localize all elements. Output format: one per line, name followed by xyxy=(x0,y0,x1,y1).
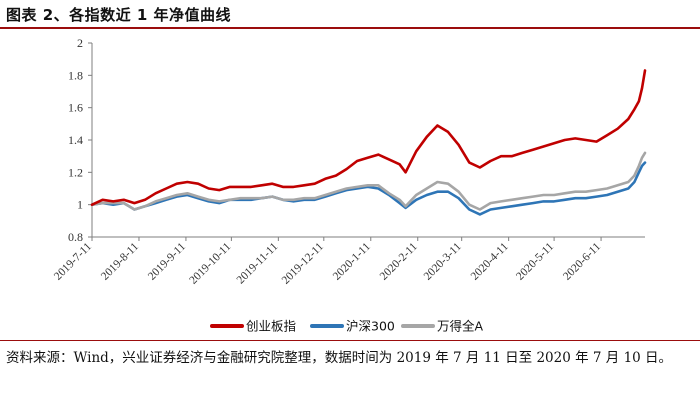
x-tick-label: 2020-1-11 xyxy=(331,240,373,282)
x-tick-label: 2020-6-11 xyxy=(561,240,603,282)
legend-label: 万得全A xyxy=(437,319,484,334)
legend-label: 创业板指 xyxy=(246,319,296,334)
figure-title: 图表 2、各指数近 1 年净值曲线 xyxy=(6,6,232,24)
legend: 创业板指 沪深300 万得全A xyxy=(210,319,484,334)
series-lines xyxy=(90,69,647,216)
y-tick-label: 1.2 xyxy=(68,165,83,179)
x-tick-label: 2020-3-11 xyxy=(422,240,464,282)
x-axis: 2019-7-11 2019-8-11 2019-9-11 2019-10-11 201… xyxy=(52,236,645,287)
line-chart: 0.811.21.41.61.82 2019-7-11 2019-8-11 2019… xyxy=(52,36,647,334)
series-line-2 xyxy=(90,161,647,216)
source-note: 资料来源：Wind，兴业证券经济与金融研究院整理，数据时间为 2019 年 7 … xyxy=(6,350,673,366)
source-rule xyxy=(0,340,700,341)
x-tick-label: 2019-10-11 xyxy=(187,240,233,286)
x-tick-label: 2019-11-11 xyxy=(235,240,281,286)
y-tick-label: 1.4 xyxy=(68,133,83,147)
y-tick-label: 1.8 xyxy=(68,68,83,82)
x-tick-label: 2019-9-11 xyxy=(146,240,188,282)
x-tick-label: 2019-12-11 xyxy=(280,240,326,286)
x-tick-label: 2020-5-11 xyxy=(514,240,556,282)
y-tick-label: 1.6 xyxy=(68,101,83,115)
x-tick-label: 2019-7-11 xyxy=(52,240,94,282)
x-tick-label: 2020-4-11 xyxy=(469,240,511,282)
legend-label: 沪深300 xyxy=(346,319,395,334)
x-tick-label: 2019-8-11 xyxy=(99,240,141,282)
x-tick-label: 2020-2-11 xyxy=(378,240,420,282)
y-axis: 0.8 1 1.2 1.4 1.6 1.8 2 xyxy=(68,36,93,244)
title-rule xyxy=(0,27,700,29)
y-tick-label: 2 xyxy=(77,36,83,50)
series-line-1 xyxy=(90,69,647,206)
series-line-3 xyxy=(90,151,647,211)
y-tick-label: 1 xyxy=(77,198,83,212)
y-tick-label: 0.8 xyxy=(68,230,83,244)
